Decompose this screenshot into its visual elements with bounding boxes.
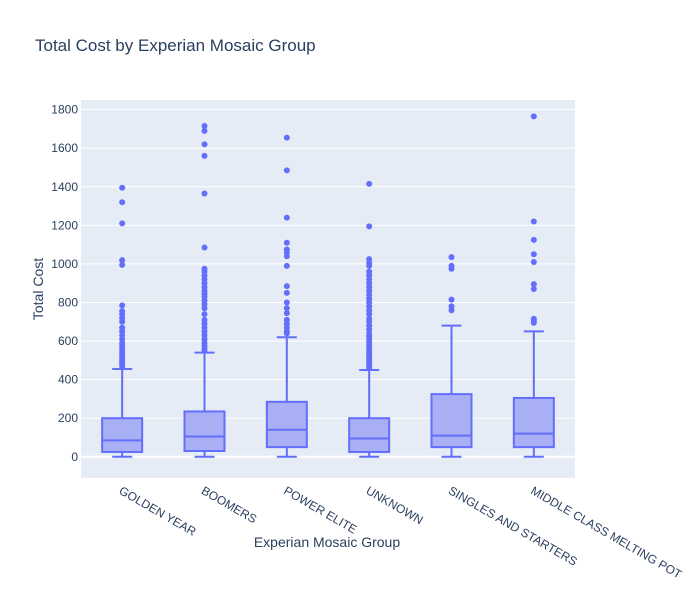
outlier-point xyxy=(448,296,455,303)
outlier-point xyxy=(530,251,537,258)
y-tick-label: 1400 xyxy=(51,180,78,194)
outlier-point xyxy=(283,167,290,174)
iqr-box xyxy=(101,417,144,453)
outlier-point xyxy=(119,324,126,331)
y-tick-label: 0 xyxy=(71,450,78,464)
x-tick-label: BOOMERS xyxy=(199,483,259,526)
outlier-point xyxy=(530,259,537,265)
outlier-point xyxy=(119,257,126,264)
outlier-point xyxy=(283,305,290,312)
box-group xyxy=(183,123,226,458)
outlier-point xyxy=(530,281,537,288)
outlier-point xyxy=(283,283,290,290)
outlier-point xyxy=(201,123,208,130)
outlier-point xyxy=(448,303,455,310)
outlier-point xyxy=(201,127,208,134)
x-axis-title: Experian Mosaic Group xyxy=(254,534,401,550)
outlier-point xyxy=(119,220,126,227)
outlier-point xyxy=(366,268,373,275)
iqr-box xyxy=(265,400,308,449)
outlier-point xyxy=(283,289,290,296)
x-tick-label: POWER ELITE xyxy=(281,483,359,536)
box-group xyxy=(101,184,144,458)
outlier-point xyxy=(283,134,290,141)
outlier-point xyxy=(448,254,455,261)
x-axis-ticks: GOLDEN YEAR BOOMERS POWER ELITE UNKNOWN SING… xyxy=(117,483,685,581)
outlier-point xyxy=(283,262,290,269)
grid-lines xyxy=(81,109,575,458)
outlier-point xyxy=(530,236,537,243)
iqr-box xyxy=(348,417,391,453)
outlier-point xyxy=(283,239,290,246)
outlier-point xyxy=(201,190,208,197)
outlier-point xyxy=(283,246,290,253)
box-group xyxy=(512,113,555,458)
box-group xyxy=(430,254,473,458)
y-tick-label: 1000 xyxy=(51,257,78,271)
box-group xyxy=(348,180,391,458)
y-tick-label: 600 xyxy=(58,334,78,348)
y-tick-label: 1600 xyxy=(51,141,78,155)
plot-area xyxy=(81,100,575,478)
y-tick-label: 1200 xyxy=(51,218,78,232)
outlier-point xyxy=(530,218,537,225)
iqr-box xyxy=(183,410,226,453)
outlier-point xyxy=(201,316,208,323)
outlier-point xyxy=(201,141,208,148)
y-tick-label: 400 xyxy=(58,373,78,387)
box-series xyxy=(101,113,555,458)
outlier-point xyxy=(530,113,537,120)
iqr-box xyxy=(512,396,555,449)
outlier-point xyxy=(119,184,126,191)
x-tick-label: UNKNOWN xyxy=(364,483,426,527)
outlier-point xyxy=(201,265,208,272)
y-tick-label: 1800 xyxy=(51,103,78,117)
x-tick-label: GOLDEN YEAR xyxy=(117,483,199,539)
iqr-box xyxy=(430,393,473,449)
outlier-point xyxy=(201,244,208,251)
outlier-point xyxy=(366,256,373,263)
x-tick-label: SINGLES AND STARTERS xyxy=(446,483,580,568)
outlier-point xyxy=(283,316,290,323)
outlier-point xyxy=(366,223,373,230)
outlier-point xyxy=(366,180,373,187)
y-axis-ticks: 0 200 400 600 800 1000 1200 1400 1600 1800 xyxy=(51,103,78,464)
y-axis-title: Total Cost xyxy=(30,258,46,320)
y-tick-label: 200 xyxy=(58,411,78,425)
outlier-point xyxy=(283,299,290,306)
outlier-point xyxy=(119,261,126,268)
chart-title: Total Cost by Experian Mosaic Group xyxy=(35,36,316,55)
outlier-point xyxy=(366,315,373,322)
outlier-point xyxy=(448,262,455,269)
outlier-point xyxy=(119,199,126,206)
outlier-point xyxy=(530,286,537,292)
outlier-point xyxy=(119,308,126,315)
box-group xyxy=(265,134,308,458)
outlier-point xyxy=(530,315,537,322)
outlier-point xyxy=(119,302,126,309)
outlier-point xyxy=(283,214,290,221)
outlier-point xyxy=(201,311,208,318)
x-tick-label: MIDDLE CLASS MELTING POT xyxy=(528,483,684,581)
outlier-point xyxy=(201,152,208,159)
outlier-point xyxy=(283,310,290,317)
y-tick-label: 800 xyxy=(58,296,78,310)
